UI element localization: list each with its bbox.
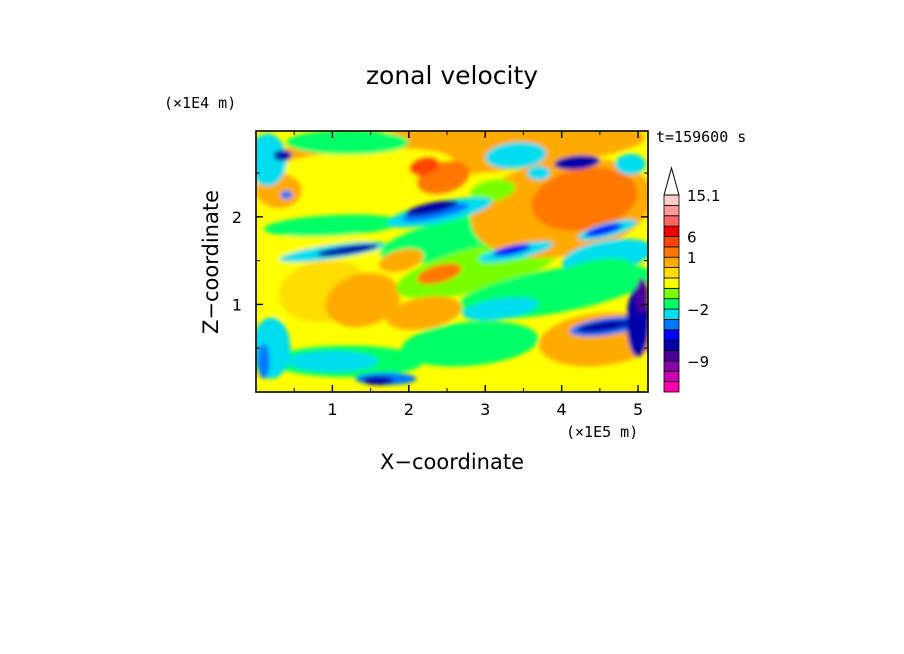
contour-region xyxy=(615,153,646,175)
heatmap-field xyxy=(256,131,648,392)
contour-region xyxy=(551,258,634,290)
colorbar-label: −9 xyxy=(687,353,709,371)
y-axis: 12 xyxy=(232,172,648,349)
colorbar-swatch xyxy=(663,319,680,331)
colorbar-swatch xyxy=(663,246,680,258)
y-axis-label: Z−coordinate xyxy=(199,190,223,334)
contour-region xyxy=(325,272,401,328)
x-tick-label-4: 4 xyxy=(557,400,567,419)
x-tick-label-2: 2 xyxy=(404,400,414,419)
colorbar-label: 1 xyxy=(687,249,697,267)
colorbar-swatch xyxy=(663,287,680,300)
contour-region xyxy=(493,244,531,256)
contour-region xyxy=(577,319,631,333)
contour-region xyxy=(378,248,424,273)
colorbar-swatch xyxy=(663,308,680,320)
time-label: t=159600 s xyxy=(656,128,746,146)
contour-region xyxy=(263,214,402,237)
y-tick-label-1: 1 xyxy=(232,295,242,314)
x-scale-label: (×1E5 m) xyxy=(566,423,638,441)
colorbar-extend-arrow xyxy=(663,166,680,196)
contour-region xyxy=(405,200,458,216)
y-tick-label-2: 2 xyxy=(232,208,242,227)
colorbar-label: 15.1 xyxy=(687,187,720,205)
x-tick-label-3: 3 xyxy=(480,400,490,419)
x-tick-label-5: 5 xyxy=(633,400,643,419)
contour-region xyxy=(417,263,462,285)
colorbar-swatch xyxy=(663,329,680,341)
colorbar-swatch xyxy=(663,381,680,393)
colorbar-swatch xyxy=(663,298,680,310)
heatmap-contours xyxy=(256,131,648,385)
colorbar-swatch xyxy=(663,256,680,268)
colorbar-swatch xyxy=(663,339,680,351)
colorbar-swatch xyxy=(663,350,680,362)
contour-region xyxy=(531,167,638,231)
contour-region xyxy=(256,133,287,187)
plot-frame xyxy=(255,130,649,393)
colorbar-swatch xyxy=(663,204,680,217)
contour-region xyxy=(317,244,378,257)
contour-region xyxy=(470,179,516,202)
contour-region xyxy=(409,156,440,176)
contour-region xyxy=(554,155,600,170)
contour-region xyxy=(286,131,409,155)
contour-region xyxy=(386,296,462,331)
colorbar-label: −2 xyxy=(687,301,709,319)
colorbar-swatch xyxy=(663,360,680,372)
colorbar-swatch xyxy=(663,215,680,227)
x-axis: 1 2 3 4 5 xyxy=(293,131,643,419)
colorbar-swatch xyxy=(663,225,680,237)
contour-region xyxy=(462,297,539,321)
contour-region xyxy=(273,150,292,161)
chart-title: zonal velocity xyxy=(366,61,538,90)
contour-region xyxy=(286,350,379,372)
contour-region xyxy=(401,321,539,367)
contour-region xyxy=(362,376,394,385)
y-scale-label: (×1E4 m) xyxy=(164,94,236,112)
colorbar-swatch xyxy=(663,194,680,206)
contour-region xyxy=(635,278,648,314)
colorbar-swatch xyxy=(663,267,680,279)
x-tick-label-1: 1 xyxy=(327,400,337,419)
colorbar-swatch xyxy=(663,236,680,248)
contour-region xyxy=(280,190,293,200)
contour-region xyxy=(527,166,551,181)
colorbar-swatch xyxy=(663,370,680,383)
colorbar-swatch xyxy=(663,277,680,289)
x-axis-label: X−coordinate xyxy=(380,450,524,474)
contour-region xyxy=(585,223,623,237)
contour-region xyxy=(257,343,270,379)
contour-region xyxy=(485,142,547,169)
colorbar: −9 −2 1 6 15.1 xyxy=(663,166,720,393)
colorbar-label: 6 xyxy=(687,228,697,246)
